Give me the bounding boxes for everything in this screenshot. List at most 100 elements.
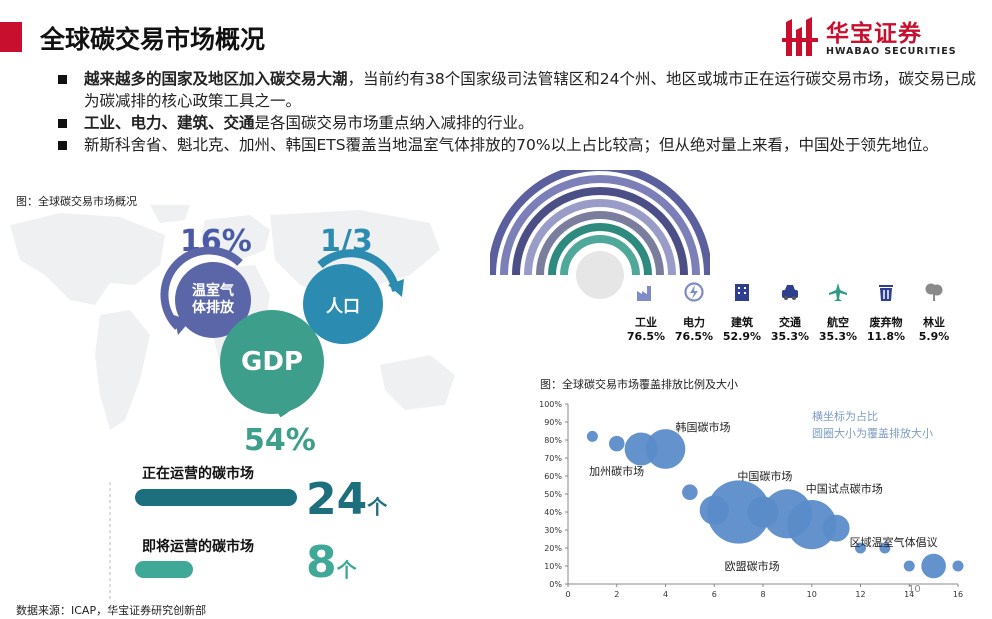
sector-percent: 76.5% bbox=[626, 330, 666, 343]
sector-percent: 35.3% bbox=[770, 330, 810, 343]
bubble-chart-caption: 图：全球碳交易市场覆盖排放比例及大小 bbox=[540, 378, 738, 391]
ring-center-disc bbox=[576, 251, 624, 299]
sector-name: 工业 bbox=[635, 316, 657, 329]
gdp-percent: 54% bbox=[244, 423, 316, 458]
sector-percent: 35.3% bbox=[818, 330, 858, 343]
y-tick-label: 50% bbox=[544, 490, 562, 499]
bubble-label: 韩国碳市场 bbox=[676, 420, 731, 434]
x-tick-label: 0 bbox=[565, 590, 570, 599]
bubble-point bbox=[586, 430, 598, 442]
bullet-list: 越来越多的国家及地区加入碳交易大潮，当前约有38个国家级司法管辖区和24个州、地… bbox=[58, 68, 978, 156]
gdp-circle-label: GDP bbox=[241, 347, 303, 377]
bullet-item: 越来越多的国家及地区加入碳交易大潮，当前约有38个国家级司法管辖区和24个州、地… bbox=[58, 68, 978, 112]
trash-icon bbox=[876, 282, 896, 302]
y-tick-label: 60% bbox=[544, 472, 562, 481]
bubble-point bbox=[645, 429, 686, 469]
x-tick-label: 12 bbox=[855, 590, 865, 599]
bullet-text: 是各国碳交易市场重点纳入减排的行业。 bbox=[254, 114, 534, 132]
sector-ring-tree bbox=[560, 235, 640, 276]
bubble-label: 中国试点碳市场 bbox=[806, 482, 883, 496]
bubble-point bbox=[921, 553, 946, 579]
sector-name: 电力 bbox=[683, 316, 705, 329]
bubble-legend-text: 圆圈大小为覆盖排放大小 bbox=[812, 426, 933, 440]
bullet-item: 工业、电力、建筑、交通是各国碳交易市场重点纳入减排的行业。 bbox=[58, 112, 978, 134]
sector-name: 航空 bbox=[827, 316, 849, 329]
bullet-marker bbox=[58, 75, 67, 84]
factory-icon bbox=[636, 282, 656, 302]
upcoming-markets-bar bbox=[135, 561, 193, 578]
sector-legend: 工业 76.5% 电力 76.5% 建筑 52.9% 交通 35.3% 航空 35.3% 废弃物 11… bbox=[622, 282, 962, 352]
upcoming-markets-count: 8个 bbox=[306, 541, 357, 592]
y-tick-label: 20% bbox=[544, 544, 562, 553]
x-tick-label: 6 bbox=[712, 590, 717, 599]
world-map-background bbox=[10, 205, 455, 430]
bubble-label: 欧盟碳市场 bbox=[725, 559, 780, 573]
upcoming-markets-unit: 个 bbox=[336, 558, 357, 582]
operating-markets-number: 24 bbox=[306, 474, 368, 525]
bullet-marker bbox=[58, 119, 67, 128]
bubble-point bbox=[822, 514, 850, 542]
sector-ring-building bbox=[512, 187, 688, 276]
title-accent-bar bbox=[0, 22, 22, 52]
bullet-bold-text: 工业、电力、建筑、交通 bbox=[84, 114, 255, 132]
operating-markets-bar bbox=[135, 489, 297, 506]
sector-name: 废弃物 bbox=[869, 316, 903, 329]
bubble-point bbox=[903, 560, 915, 572]
operating-markets-label: 正在运营的碳市场 bbox=[142, 466, 254, 482]
y-tick-label: 80% bbox=[544, 436, 562, 445]
stray-axis-number: 10 bbox=[908, 584, 921, 595]
gdp-circle: GDP bbox=[220, 310, 324, 414]
sector-trash: 废弃物 11.8% bbox=[862, 282, 910, 343]
x-tick-label: 16 bbox=[953, 590, 963, 599]
bullet-item: 新斯科舍省、魁北克、加州、韩国ETS覆盖当地温室气体排放的70%以上占比较高；但… bbox=[58, 134, 978, 156]
sector-factory: 工业 76.5% bbox=[622, 282, 670, 343]
upcoming-markets-label: 即将运营的碳市场 bbox=[142, 539, 254, 555]
x-tick-label: 2 bbox=[614, 590, 619, 599]
dashed-axis-line bbox=[109, 482, 111, 602]
bubble-point bbox=[707, 480, 771, 544]
sector-percent: 11.8% bbox=[866, 330, 906, 343]
x-tick-label: 10 bbox=[807, 590, 817, 599]
bubble-chart: 0% 10% 20% 30% 40% 50% 60% 70% 80% 90% 100% 0 2 4 6 8 10… bbox=[539, 400, 964, 599]
airplane-icon bbox=[828, 282, 848, 302]
bullet-text: 新斯科舍省、魁北克、加州、韩国ETS覆盖当地温室气体排放的70%以上占比较高；但… bbox=[84, 136, 939, 154]
sector-percent: 76.5% bbox=[674, 330, 714, 343]
sector-name: 建筑 bbox=[731, 316, 753, 329]
y-tick-label: 30% bbox=[544, 526, 562, 535]
bullet-marker bbox=[58, 141, 67, 150]
sector-building: 建筑 52.9% bbox=[718, 282, 766, 343]
logo: 华宝证券 HWABAO SECURITIES bbox=[780, 14, 980, 64]
x-tick-label: 4 bbox=[663, 590, 668, 599]
car-icon bbox=[780, 282, 800, 302]
y-tick-label: 90% bbox=[544, 418, 562, 427]
bubble-point bbox=[879, 542, 891, 554]
logo-text-en: HWABAO SECURITIES bbox=[826, 46, 957, 57]
y-tick-label: 10% bbox=[544, 562, 562, 571]
tree-icon bbox=[924, 282, 944, 302]
page-title: 全球碳交易市场概况 bbox=[40, 25, 266, 54]
population-circle: 人口 bbox=[303, 264, 383, 344]
y-tick-label: 70% bbox=[544, 454, 562, 463]
sector-airplane: 航空 35.3% bbox=[814, 282, 862, 343]
bubble-point bbox=[682, 484, 698, 500]
population-circle-label: 人口 bbox=[326, 296, 360, 317]
operating-markets-unit: 个 bbox=[367, 495, 388, 519]
sector-ring-factory bbox=[490, 170, 710, 276]
logo-text-cn: 华宝证券 bbox=[826, 21, 922, 47]
ghg-circle-label: 温室气体排放 bbox=[192, 283, 234, 316]
y-tick-label: 100% bbox=[539, 400, 562, 409]
upcoming-markets-number: 8 bbox=[306, 537, 337, 588]
bubble-point bbox=[952, 560, 964, 572]
bubble-point bbox=[608, 435, 625, 452]
sector-car: 交通 35.3% bbox=[766, 282, 814, 343]
operating-markets-count: 24个 bbox=[306, 478, 387, 529]
sector-tree: 林业 5.9% bbox=[910, 282, 958, 343]
left-figure-caption: 图：全球碳交易市场概况 bbox=[16, 195, 137, 208]
x-tick-label: 14 bbox=[904, 590, 914, 599]
bubble-legend-text: 横坐标为占比 bbox=[812, 409, 878, 423]
building-icon bbox=[732, 282, 752, 302]
logo-mark-icon bbox=[782, 17, 818, 56]
sector-ring-car bbox=[524, 199, 676, 276]
sector-name: 交通 bbox=[779, 316, 801, 329]
bubble-point bbox=[787, 500, 837, 550]
